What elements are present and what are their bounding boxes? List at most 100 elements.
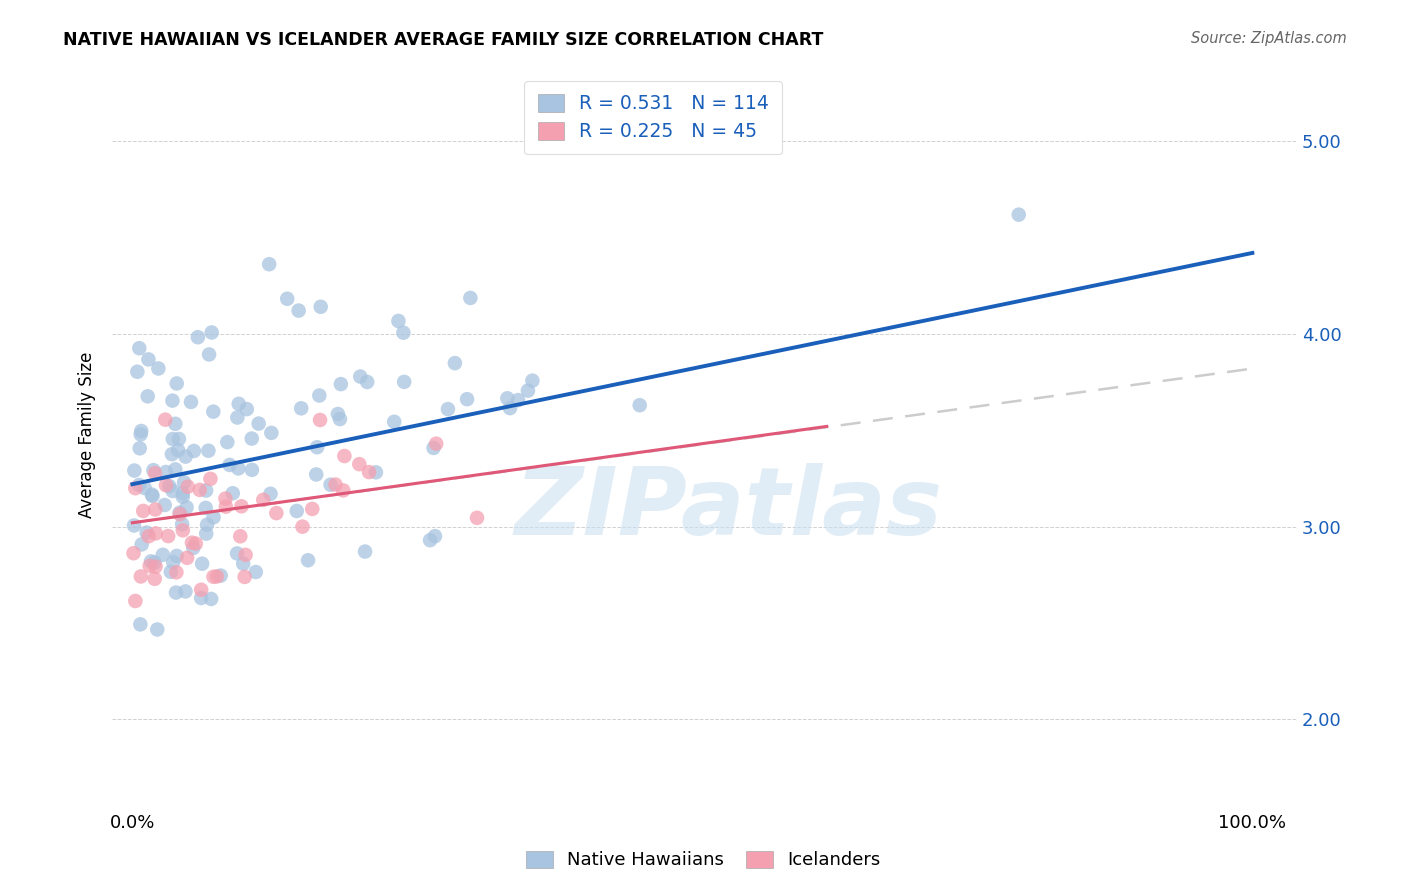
Point xyxy=(187,330,209,344)
Point xyxy=(257,257,280,271)
Point xyxy=(222,486,245,500)
Legend: R = 0.531   N = 114, R = 0.225   N = 45: R = 0.531 N = 114, R = 0.225 N = 45 xyxy=(524,81,782,154)
Point xyxy=(162,555,184,569)
Point xyxy=(141,487,163,501)
Point xyxy=(290,401,312,416)
Point xyxy=(155,478,177,492)
Point xyxy=(460,291,482,305)
Point xyxy=(392,326,415,340)
Point xyxy=(124,464,146,478)
Point xyxy=(176,500,198,515)
Point xyxy=(180,395,202,409)
Point xyxy=(128,442,150,456)
Point xyxy=(308,388,330,402)
Point xyxy=(190,591,212,605)
Point xyxy=(305,467,328,482)
Point xyxy=(325,477,347,491)
Point xyxy=(496,392,519,406)
Point xyxy=(174,584,197,599)
Point xyxy=(143,502,166,516)
Point xyxy=(139,554,162,568)
Point xyxy=(152,548,174,562)
Point xyxy=(142,463,165,477)
Point xyxy=(356,375,378,389)
Point xyxy=(422,441,444,455)
Point xyxy=(167,443,190,458)
Point xyxy=(131,537,153,551)
Point xyxy=(202,570,225,584)
Point xyxy=(169,506,191,520)
Point xyxy=(128,478,150,492)
Point xyxy=(124,594,146,608)
Point xyxy=(129,427,152,442)
Point xyxy=(162,432,184,446)
Point xyxy=(143,466,166,480)
Point xyxy=(259,487,281,501)
Point xyxy=(138,558,160,573)
Point xyxy=(285,504,308,518)
Point xyxy=(291,519,314,533)
Y-axis label: Average Family Size: Average Family Size xyxy=(79,351,96,518)
Point xyxy=(276,292,298,306)
Point xyxy=(181,535,204,549)
Point xyxy=(226,410,249,425)
Point xyxy=(215,500,238,514)
Point xyxy=(214,491,236,506)
Point xyxy=(176,550,198,565)
Point xyxy=(167,432,190,446)
Point xyxy=(173,475,195,490)
Point xyxy=(129,617,152,632)
Point xyxy=(200,472,222,486)
Point xyxy=(349,457,371,471)
Point xyxy=(456,392,478,407)
Point xyxy=(127,365,149,379)
Point xyxy=(195,483,218,498)
Point xyxy=(195,526,218,541)
Point xyxy=(202,404,225,418)
Point xyxy=(183,444,205,458)
Text: ZIPatlas: ZIPatlas xyxy=(515,463,942,555)
Point xyxy=(231,500,253,514)
Point xyxy=(188,483,211,497)
Point xyxy=(309,300,332,314)
Point xyxy=(194,500,217,515)
Point xyxy=(287,303,309,318)
Point xyxy=(247,417,270,431)
Point xyxy=(354,544,377,558)
Point xyxy=(155,465,177,479)
Point xyxy=(329,412,352,426)
Point xyxy=(228,397,250,411)
Point xyxy=(218,458,240,472)
Point xyxy=(297,553,319,567)
Point xyxy=(160,447,183,461)
Point xyxy=(157,529,180,543)
Point xyxy=(423,529,446,543)
Point xyxy=(129,569,152,583)
Point xyxy=(172,486,194,500)
Point xyxy=(252,492,274,507)
Point xyxy=(332,483,354,498)
Point xyxy=(184,536,207,550)
Point xyxy=(508,393,530,408)
Legend: Native Hawaiians, Icelanders: Native Hawaiians, Icelanders xyxy=(516,842,890,879)
Point xyxy=(229,529,252,543)
Point xyxy=(319,477,342,491)
Point xyxy=(333,449,356,463)
Point xyxy=(124,481,146,495)
Point xyxy=(326,407,349,421)
Point xyxy=(444,356,467,370)
Point xyxy=(122,518,145,533)
Point xyxy=(166,549,188,563)
Point xyxy=(153,498,176,512)
Point xyxy=(209,568,232,582)
Point xyxy=(169,507,191,521)
Point xyxy=(387,314,409,328)
Point xyxy=(134,481,156,495)
Point xyxy=(172,517,194,532)
Point xyxy=(174,450,197,464)
Point xyxy=(165,417,187,431)
Point xyxy=(172,490,194,504)
Point xyxy=(143,572,166,586)
Point xyxy=(349,369,371,384)
Point xyxy=(166,376,188,391)
